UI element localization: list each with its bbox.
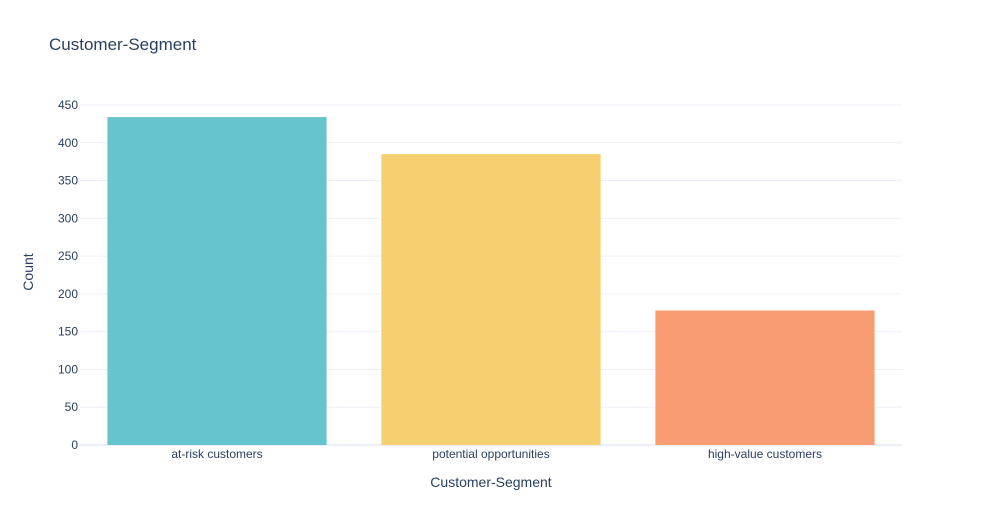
x-tick-label: high-value customers — [708, 447, 822, 461]
bar[interactable] — [107, 117, 327, 445]
y-tick-label: 150 — [58, 325, 78, 339]
y-axis-title: Count — [20, 253, 36, 290]
y-tick-label: 400 — [58, 136, 78, 150]
y-tick-label: 300 — [58, 211, 78, 225]
x-tick-labels: at-risk customers potential opportunities… — [171, 447, 822, 461]
bar[interactable] — [655, 310, 875, 445]
y-tick-label: 250 — [58, 249, 78, 263]
y-tick-label: 0 — [71, 438, 78, 452]
y-tick-label: 450 — [58, 98, 78, 112]
y-tick-label: 350 — [58, 174, 78, 188]
y-tick-label: 50 — [65, 400, 79, 414]
bar[interactable] — [381, 154, 601, 445]
x-tick-label: potential opportunities — [432, 447, 549, 461]
y-tick-labels: 0 50 100 150 200 250 300 350 400 450 — [58, 98, 78, 452]
y-tick-label: 200 — [58, 287, 78, 301]
x-tick-label: at-risk customers — [171, 447, 262, 461]
y-tick-label: 100 — [58, 362, 78, 376]
bars — [107, 117, 875, 445]
x-axis-title: Customer-Segment — [430, 474, 551, 490]
chart-title: Customer-Segment — [49, 35, 197, 54]
